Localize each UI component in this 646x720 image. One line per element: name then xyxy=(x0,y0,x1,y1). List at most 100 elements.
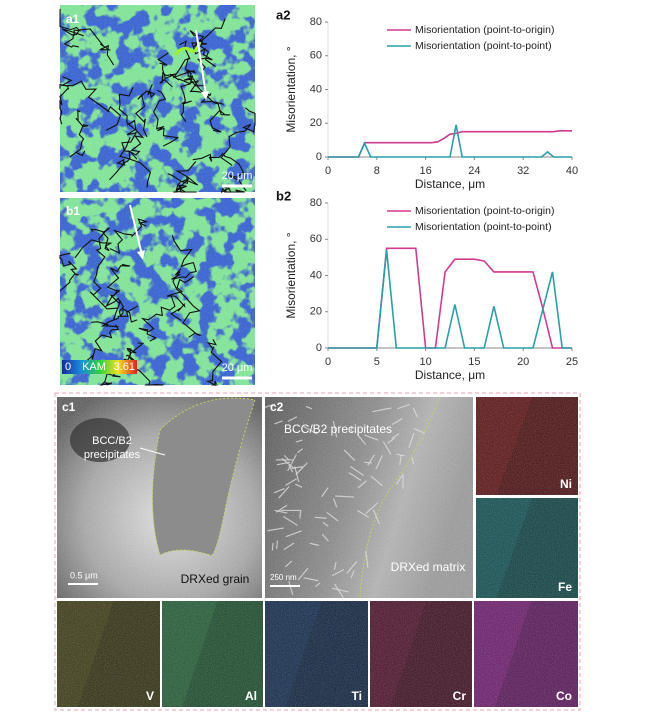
element-label: Ti xyxy=(352,689,362,703)
needle xyxy=(295,462,308,475)
panel-label: c1 xyxy=(62,400,76,414)
series-line xyxy=(328,247,572,349)
grain-boundary xyxy=(193,18,226,68)
element-label: Al xyxy=(245,689,257,703)
grain-boundary xyxy=(126,119,152,188)
scale-bar-label: 0.5 μm xyxy=(70,570,98,580)
element-maps: Ni Fe V Al Ti Cr Co xyxy=(57,397,578,707)
needle xyxy=(287,454,297,472)
needle xyxy=(396,453,405,457)
x-axis-label: Distance, μm xyxy=(415,368,485,382)
y-tick-label: 0 xyxy=(316,151,322,163)
grain-boundary xyxy=(157,52,177,88)
needle xyxy=(370,475,383,487)
grain-boundary xyxy=(89,227,118,310)
needle xyxy=(322,521,329,527)
needle xyxy=(278,485,290,499)
needle xyxy=(287,416,298,422)
annotation: precipitates xyxy=(84,449,141,461)
needle xyxy=(363,461,373,464)
grain-boundary xyxy=(172,268,202,338)
needle xyxy=(295,483,303,488)
needle xyxy=(411,457,415,464)
needle xyxy=(413,428,426,434)
arrow-head xyxy=(137,250,145,260)
grain-boundary xyxy=(220,186,245,194)
arrow xyxy=(195,29,207,96)
panel-label: a1 xyxy=(66,12,80,26)
noise xyxy=(57,601,160,707)
colorbar xyxy=(62,360,137,374)
grain-boundary xyxy=(134,83,156,138)
grain-boundary xyxy=(166,276,195,321)
needle xyxy=(408,432,415,448)
element-label: Co xyxy=(556,689,572,703)
element-label: Ni xyxy=(560,477,572,491)
noise xyxy=(474,601,578,707)
panel-a1: a1 20 μm xyxy=(59,5,256,194)
trace xyxy=(173,41,202,56)
x-tick-label: 20 xyxy=(517,356,529,368)
needle xyxy=(365,502,379,514)
needle xyxy=(283,542,295,551)
x-axis-label: Distance, μm xyxy=(415,177,485,191)
arrow-head xyxy=(201,91,209,100)
needle xyxy=(264,403,276,409)
grain-boundary xyxy=(74,227,113,259)
noise xyxy=(265,601,368,707)
grain-boundary xyxy=(69,109,89,158)
legend-label: Misorientation (point-to-point) xyxy=(415,40,552,52)
y-tick-label: 80 xyxy=(310,197,322,209)
needle xyxy=(321,487,329,498)
y-tick-label: 40 xyxy=(310,83,322,95)
feature xyxy=(70,418,130,462)
element-label: Cr xyxy=(453,689,467,703)
needle xyxy=(331,568,345,577)
drx-grain xyxy=(152,397,256,556)
needle xyxy=(396,475,403,485)
x-tick-label: 32 xyxy=(517,165,529,177)
element-label: Fe xyxy=(558,580,572,594)
needle xyxy=(283,516,298,526)
colorbar-name: KAM xyxy=(82,361,106,373)
needle xyxy=(273,488,285,494)
needle xyxy=(372,407,392,413)
noise xyxy=(370,601,472,707)
grain-boundary xyxy=(167,173,197,193)
needle xyxy=(372,509,380,525)
needle xyxy=(350,570,355,579)
needle xyxy=(303,577,319,582)
noise xyxy=(476,498,578,598)
needle xyxy=(303,425,318,435)
grain-boundary xyxy=(91,305,138,328)
grain-boundary xyxy=(59,83,69,125)
region-label: DRXed grain xyxy=(181,572,250,586)
annotation: BCC/B2 xyxy=(92,435,132,447)
needle xyxy=(309,542,320,546)
panel-b1: b1 0 KAM 3.61 20 μm xyxy=(59,198,255,386)
needle xyxy=(357,434,367,445)
needle xyxy=(285,478,297,487)
x-tick-label: 40 xyxy=(566,165,578,177)
y-tick-label: 40 xyxy=(310,269,322,281)
needle xyxy=(291,466,303,469)
y-tick-label: 60 xyxy=(310,233,322,245)
needle xyxy=(276,540,279,550)
needle xyxy=(357,509,370,518)
needle xyxy=(333,562,337,570)
x-tick-label: 15 xyxy=(468,356,480,368)
x-tick-label: 10 xyxy=(419,356,431,368)
needle xyxy=(274,420,283,425)
grain-boundaries xyxy=(59,8,256,194)
panel-label: b2 xyxy=(276,188,291,203)
element-label: V xyxy=(146,689,154,703)
x-tick-label: 25 xyxy=(566,356,578,368)
grain-boundary xyxy=(118,87,138,160)
needle xyxy=(297,567,309,581)
noise xyxy=(162,601,263,707)
needle xyxy=(343,449,356,461)
panel-label: a2 xyxy=(276,7,290,22)
needle xyxy=(399,455,402,466)
needle xyxy=(332,420,338,438)
grain-boundary xyxy=(220,107,256,166)
